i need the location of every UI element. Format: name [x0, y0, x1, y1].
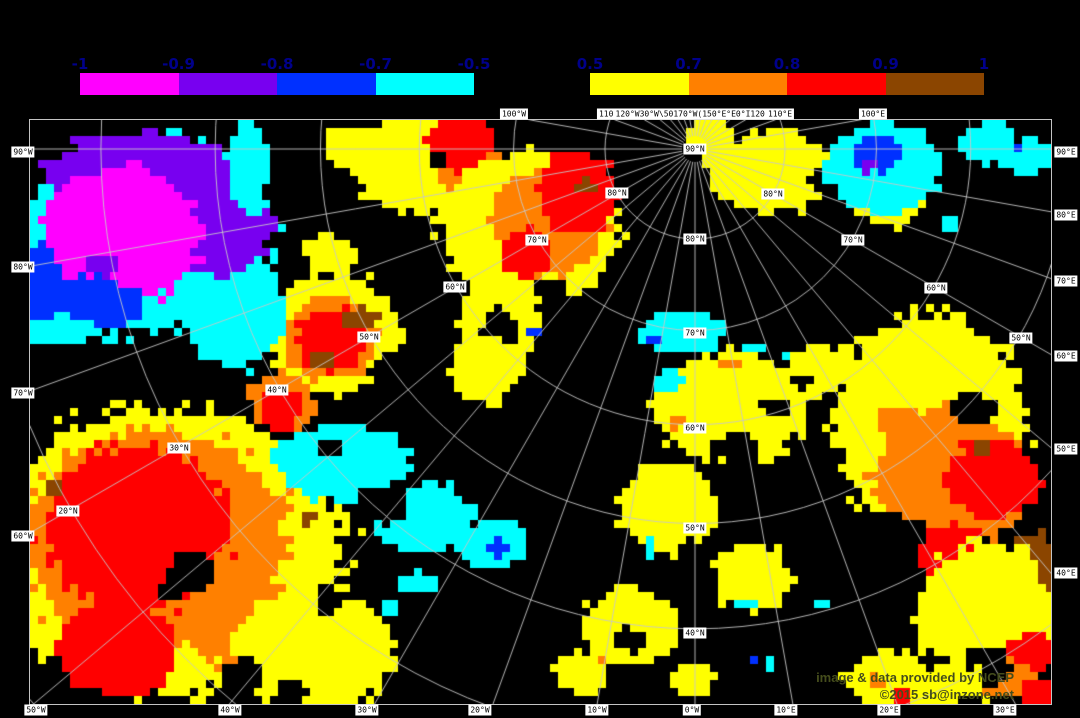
colorbar-negative-bar — [80, 73, 474, 95]
colorbar-positive-segment-2 — [787, 73, 886, 95]
colorbar-negative-segment-3 — [375, 73, 474, 95]
colorbar-negative-segment-2 — [277, 73, 376, 95]
colorbar-negative-tick: -0.5 — [457, 55, 491, 73]
lat-label-west: 40°N — [265, 384, 289, 396]
lon-label-bottom: 10°W — [585, 704, 609, 716]
lat-label-central: 90°N — [683, 143, 707, 155]
lat-label-central: 60°N — [683, 422, 707, 434]
lat-label-east: 70°N — [841, 234, 865, 246]
lon-label-bottom: 30°E — [993, 704, 1017, 716]
lat-label-west: 30°N — [167, 442, 191, 454]
lon-label-left: 90°W — [11, 146, 35, 158]
lon-label-left: 80°W — [11, 261, 35, 273]
map-area — [29, 119, 1052, 705]
lat-label-east: 60°N — [924, 282, 948, 294]
colorbar-positive-tick: 0.7 — [675, 55, 702, 73]
colorbar-positive-tick: 1 — [978, 55, 990, 73]
lon-label-right: 90°E — [1054, 146, 1078, 158]
colorbar-positive-tick: 0.8 — [773, 55, 801, 73]
lon-label-right: 70°E — [1054, 275, 1078, 287]
lon-label-top: 100°E — [858, 108, 888, 120]
lon-label-bottom: 0°W — [682, 704, 702, 716]
lon-label-right: 40°E — [1054, 567, 1078, 579]
colorbar-positive-segment-1 — [688, 73, 787, 95]
lon-label-left: 70°W — [11, 387, 35, 399]
lat-label-west: 70°N — [525, 234, 549, 246]
colorbar-positive-bar — [590, 73, 984, 95]
lon-label-right: 50°E — [1054, 443, 1078, 455]
lon-label-top: 100°W — [499, 108, 529, 120]
colorbar-negative: -1 -0.9 -0.8 -0.7 -0.5 — [72, 55, 490, 97]
colorbar-positive: 0.5 0.7 0.8 0.9 1 — [577, 55, 989, 97]
lat-label-east: 50°N — [1009, 332, 1033, 344]
colorbar-negative-segment-1 — [178, 73, 277, 95]
lon-label-left: 60°W — [11, 530, 35, 542]
lon-label-bottom: 20°E — [877, 704, 901, 716]
lon-label-bottom: 20°W — [468, 704, 492, 716]
lon-label-bottom: 10°E — [774, 704, 798, 716]
lon-label-bottom: 30°W — [355, 704, 379, 716]
lat-label-central: 40°N — [683, 627, 707, 639]
lon-label-bottom: 50°W — [24, 704, 48, 716]
lat-label-west: 60°N — [443, 281, 467, 293]
lat-label-central: 80°N — [683, 233, 707, 245]
colorbar-negative-tick: -0.9 — [162, 55, 195, 73]
colorbar-negative-tick: -0.7 — [359, 55, 392, 73]
lat-label-west: 20°N — [56, 505, 80, 517]
lat-label-central: 70°N — [683, 327, 707, 339]
lon-label-right: 60°E — [1054, 350, 1078, 362]
attribution: image & data provided by NCEP ©2015 sb@i… — [816, 669, 1014, 703]
colorbar-positive-segment-0 — [590, 73, 689, 95]
colorbar-negative-tick: -0.8 — [260, 55, 294, 73]
lon-label-right: 80°E — [1054, 209, 1078, 221]
attribution-line1: image & data provided by NCEP — [816, 670, 1014, 685]
colorbar-positive-tick: 0.9 — [872, 55, 899, 73]
lon-label-top: 110°E — [765, 108, 795, 120]
lat-label-central: 50°N — [683, 522, 707, 534]
colorbar-negative-segment-0 — [80, 73, 179, 95]
colorbar-positive-segment-3 — [885, 73, 984, 95]
lon-label-top: 120°W30°W\50170°W(150°E°E0°I120°E — [613, 108, 777, 120]
lon-label-bottom: 40°W — [218, 704, 242, 716]
lon-label-top: 110°W — [596, 108, 626, 120]
colorbar-negative-tick: -1 — [71, 55, 89, 73]
lat-label-east: 80°N — [761, 188, 785, 200]
lat-label-west: 50°N — [357, 331, 381, 343]
attribution-line2: ©2015 sb@inzone.net — [879, 687, 1014, 702]
lat-label-west: 80°N — [605, 187, 629, 199]
colorbar-positive-tick: 0.5 — [576, 55, 604, 73]
map-raster-canvas — [30, 120, 1051, 704]
